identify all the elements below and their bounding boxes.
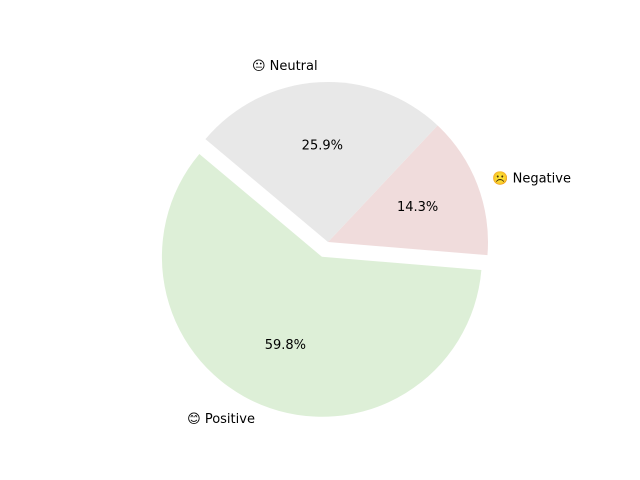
- pie-category-label-1: ☹️ Negative: [492, 170, 571, 186]
- pie-pct-label-1: 14.3%: [397, 200, 438, 215]
- pie-slice-0: [161, 153, 482, 417]
- pie-slice-1: [328, 125, 488, 256]
- slices-layer: [161, 82, 488, 417]
- pie-category-label-0: 😊 Positive: [187, 412, 255, 427]
- pie-slice-2: [205, 82, 438, 242]
- pie-pct-label-0: 59.8%: [265, 338, 306, 353]
- labels-layer: 59.8% 😊 Positive 14.3% ☹️ Negative 25.9% 😐 Ne…: [187, 59, 571, 427]
- pie-pct-label-2: 25.9%: [302, 139, 343, 154]
- pie-category-label-2: 😐 Neutral: [252, 59, 318, 74]
